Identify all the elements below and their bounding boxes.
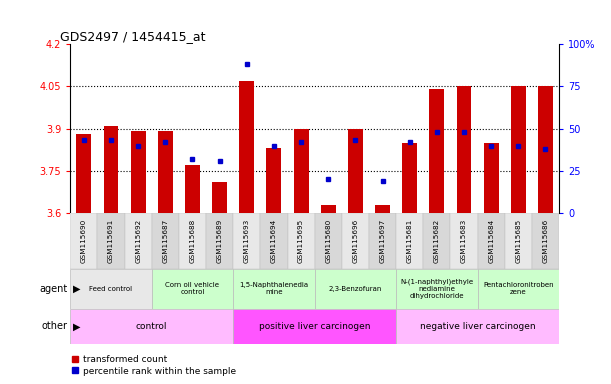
Text: GSM115684: GSM115684 (488, 219, 494, 263)
Text: GSM115697: GSM115697 (379, 219, 386, 263)
Bar (342, 213, 369, 269)
Bar (240, 81, 254, 213)
Bar (152, 269, 233, 309)
Bar (288, 213, 315, 269)
Bar (70, 269, 152, 309)
Bar (131, 131, 145, 213)
Text: GSM115690: GSM115690 (81, 219, 87, 263)
Bar (212, 182, 227, 213)
Text: GSM115686: GSM115686 (543, 219, 549, 263)
Bar (478, 269, 559, 309)
Bar (76, 134, 91, 213)
Bar (321, 205, 335, 213)
Bar (402, 143, 417, 213)
Legend: transformed count, percentile rank within the sample: transformed count, percentile rank withi… (71, 355, 236, 376)
Text: ▶: ▶ (73, 284, 81, 294)
Text: GSM115683: GSM115683 (461, 219, 467, 263)
Bar (158, 131, 173, 213)
Bar (233, 269, 315, 309)
Bar (369, 213, 396, 269)
Text: GSM115691: GSM115691 (108, 219, 114, 263)
Text: GSM115693: GSM115693 (244, 219, 250, 263)
Bar (97, 213, 125, 269)
Text: GDS2497 / 1454415_at: GDS2497 / 1454415_at (60, 30, 206, 43)
Text: positive liver carcinogen: positive liver carcinogen (259, 322, 370, 331)
Bar (315, 213, 342, 269)
Text: GSM115694: GSM115694 (271, 219, 277, 263)
Bar (260, 213, 288, 269)
Text: agent: agent (39, 284, 67, 294)
Bar (315, 269, 396, 309)
Bar (179, 213, 206, 269)
Text: Pentachloronitroben
zene: Pentachloronitroben zene (483, 283, 554, 295)
Text: Feed control: Feed control (89, 286, 133, 292)
Bar (125, 213, 152, 269)
Text: GSM115688: GSM115688 (189, 219, 196, 263)
Text: GSM115682: GSM115682 (434, 219, 440, 263)
Text: ▶: ▶ (73, 321, 81, 331)
Bar (456, 86, 472, 213)
Bar (185, 165, 200, 213)
Text: GSM115680: GSM115680 (325, 219, 331, 263)
Bar (396, 269, 478, 309)
Text: GSM115689: GSM115689 (217, 219, 222, 263)
Bar (532, 213, 559, 269)
Text: N-(1-naphthyl)ethyle
nediamine
dihydrochloride: N-(1-naphthyl)ethyle nediamine dihydroch… (400, 279, 474, 299)
Bar (396, 213, 423, 269)
Bar (348, 129, 363, 213)
Bar (538, 86, 553, 213)
Bar (423, 213, 450, 269)
Bar (70, 213, 97, 269)
Text: GSM115681: GSM115681 (407, 219, 412, 263)
Text: negative liver carcinogen: negative liver carcinogen (420, 322, 535, 331)
Bar (396, 309, 559, 344)
Bar (266, 148, 282, 213)
Bar (484, 143, 499, 213)
Bar (206, 213, 233, 269)
Text: control: control (136, 322, 167, 331)
Text: other: other (41, 321, 67, 331)
Bar (375, 205, 390, 213)
Text: GSM115696: GSM115696 (353, 219, 359, 263)
Bar (450, 213, 478, 269)
Bar (478, 213, 505, 269)
Bar (103, 126, 119, 213)
Text: GSM115685: GSM115685 (515, 219, 521, 263)
Text: GSM115687: GSM115687 (163, 219, 168, 263)
Bar (233, 213, 260, 269)
Bar (430, 89, 444, 213)
Bar (511, 86, 526, 213)
Bar (70, 309, 233, 344)
Bar (233, 309, 396, 344)
Bar (294, 129, 309, 213)
Text: GSM115692: GSM115692 (135, 219, 141, 263)
Bar (505, 213, 532, 269)
Text: 1,5-Naphthalenedia
mine: 1,5-Naphthalenedia mine (240, 283, 309, 295)
Text: 2,3-Benzofuran: 2,3-Benzofuran (329, 286, 382, 292)
Text: Corn oil vehicle
control: Corn oil vehicle control (166, 283, 219, 295)
Text: GSM115695: GSM115695 (298, 219, 304, 263)
Bar (152, 213, 179, 269)
